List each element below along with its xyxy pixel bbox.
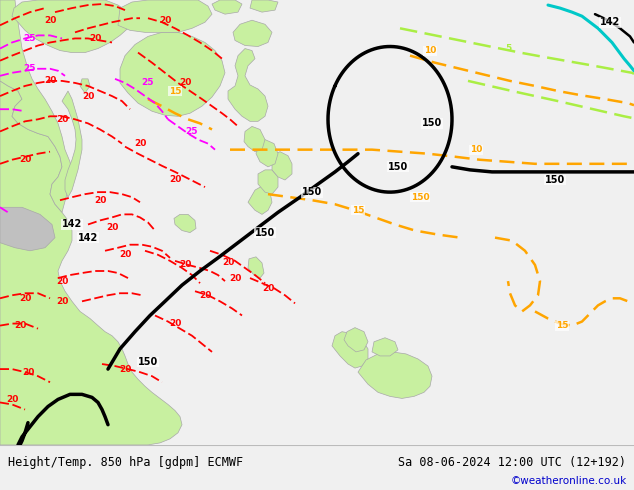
Polygon shape xyxy=(120,32,225,116)
Polygon shape xyxy=(0,207,55,251)
Text: 142: 142 xyxy=(78,233,98,243)
Polygon shape xyxy=(272,152,292,180)
Text: 20: 20 xyxy=(44,16,56,24)
Text: 20: 20 xyxy=(134,139,146,148)
Polygon shape xyxy=(62,91,82,197)
Text: 20: 20 xyxy=(158,16,171,24)
Polygon shape xyxy=(174,214,196,233)
Text: 150: 150 xyxy=(302,187,322,197)
Text: 20: 20 xyxy=(179,260,191,270)
Polygon shape xyxy=(244,126,265,152)
Text: 142: 142 xyxy=(600,17,620,27)
Text: 25: 25 xyxy=(186,127,198,136)
Polygon shape xyxy=(212,0,242,14)
Text: 20: 20 xyxy=(19,294,31,303)
Polygon shape xyxy=(233,20,272,47)
Polygon shape xyxy=(248,186,272,214)
Text: 20: 20 xyxy=(6,395,18,404)
Text: 20: 20 xyxy=(89,34,101,43)
Text: 15: 15 xyxy=(352,206,365,215)
Text: 150: 150 xyxy=(255,227,275,238)
Text: 20: 20 xyxy=(22,368,34,377)
Polygon shape xyxy=(372,338,398,356)
Text: 20: 20 xyxy=(106,223,118,232)
Text: 20: 20 xyxy=(44,76,56,85)
Text: 150: 150 xyxy=(545,175,565,185)
Text: 20: 20 xyxy=(56,277,68,286)
Text: 20: 20 xyxy=(56,297,68,306)
Polygon shape xyxy=(250,0,278,12)
Text: 150: 150 xyxy=(138,357,158,367)
Polygon shape xyxy=(358,352,432,398)
Polygon shape xyxy=(80,79,90,93)
Text: 10: 10 xyxy=(470,145,482,154)
Text: ©weatheronline.co.uk: ©weatheronline.co.uk xyxy=(510,476,626,487)
Polygon shape xyxy=(332,332,368,368)
Polygon shape xyxy=(0,0,182,445)
Text: 20: 20 xyxy=(94,196,106,205)
Text: Sa 08-06-2024 12:00 UTC (12+192): Sa 08-06-2024 12:00 UTC (12+192) xyxy=(398,457,626,469)
Text: 15: 15 xyxy=(169,87,181,96)
Text: 20: 20 xyxy=(169,175,181,185)
Text: 20: 20 xyxy=(119,250,131,259)
Polygon shape xyxy=(258,170,278,194)
Text: 20: 20 xyxy=(222,258,234,268)
Text: 25: 25 xyxy=(23,34,36,43)
Polygon shape xyxy=(118,0,212,32)
Text: 5: 5 xyxy=(505,44,511,53)
Text: 20: 20 xyxy=(56,115,68,124)
Polygon shape xyxy=(0,0,72,212)
Text: 20: 20 xyxy=(169,319,181,328)
Text: 25: 25 xyxy=(142,78,154,87)
Text: 20: 20 xyxy=(14,321,26,330)
Text: 10: 10 xyxy=(424,46,436,55)
Polygon shape xyxy=(228,49,268,122)
Text: 20: 20 xyxy=(199,291,211,300)
Text: 142: 142 xyxy=(62,220,82,229)
Polygon shape xyxy=(248,257,264,278)
Text: 20: 20 xyxy=(119,365,131,373)
Text: 20: 20 xyxy=(262,284,274,293)
Text: 150: 150 xyxy=(411,193,429,202)
Text: 20: 20 xyxy=(179,78,191,87)
Text: 20: 20 xyxy=(229,273,241,283)
Polygon shape xyxy=(12,0,132,52)
Text: Height/Temp. 850 hPa [gdpm] ECMWF: Height/Temp. 850 hPa [gdpm] ECMWF xyxy=(8,457,243,469)
Polygon shape xyxy=(256,140,278,167)
Text: 25: 25 xyxy=(23,64,36,74)
Text: 150: 150 xyxy=(422,119,442,128)
Polygon shape xyxy=(344,328,368,352)
Text: 150: 150 xyxy=(388,162,408,172)
Text: 20: 20 xyxy=(82,92,94,100)
Text: 15: 15 xyxy=(556,321,568,330)
Text: 20: 20 xyxy=(19,155,31,164)
